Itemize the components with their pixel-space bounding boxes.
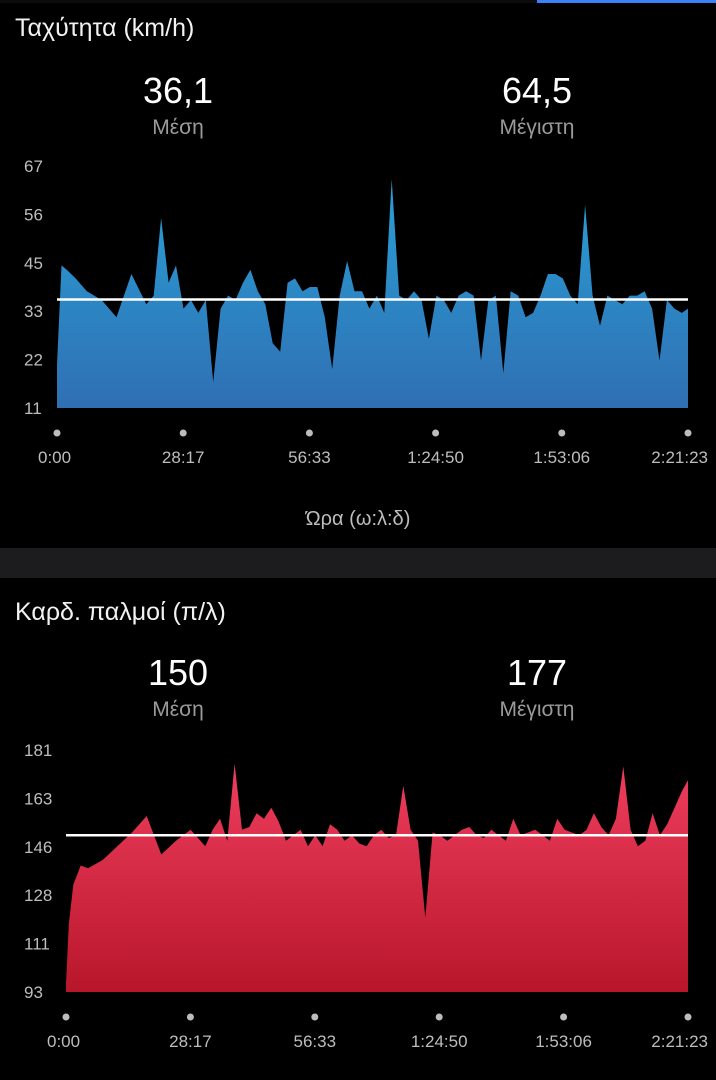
heart-rate-x-tick-label: 1:53:06 — [535, 1032, 592, 1051]
speed-x-tick-label: 2:21:23 — [651, 448, 708, 467]
heart-rate-max-label: Μέγιστη — [499, 698, 575, 721]
speed-x-tick-label: 56:33 — [288, 448, 331, 467]
speed-x-tick-dot — [684, 429, 692, 437]
speed-y-tick-label: 45 — [24, 254, 43, 273]
speed-x-tick-dot — [179, 429, 187, 437]
heart-rate-y-tick-label: 128 — [24, 886, 52, 905]
heart-rate-y-tick-label: 181 — [24, 741, 52, 760]
heart-rate-chart: 93 111 128 146 163 181 0:00 28:17 56:33 1:24:50 1:… — [24, 741, 708, 1051]
heart-rate-average-label: Μέση — [152, 698, 204, 721]
heart-rate-x-tick-dot — [62, 1013, 70, 1021]
speed-x-tick-dot — [558, 429, 566, 437]
speed-x-tick-dot — [53, 429, 61, 437]
heart-rate-title: Καρδ. παλμοί (π/λ) — [15, 598, 226, 626]
heart-rate-x-tick-label: 0:00 — [47, 1032, 80, 1051]
speed-y-tick-label: 67 — [24, 157, 43, 176]
heart-rate-x-tick-dot — [311, 1013, 319, 1021]
top-tab-indicator — [537, 0, 716, 3]
speed-y-tick-label: 22 — [24, 351, 43, 370]
heart-rate-x-tick-label: 56:33 — [294, 1032, 337, 1051]
heart-rate-panel: Καρδ. παλμοί (π/λ) 150 Μέση 177 Μέγιστη … — [0, 578, 716, 1080]
heart-rate-y-tick-label: 163 — [24, 789, 52, 808]
speed-average-value: 36,1 — [142, 70, 214, 111]
section-separator — [0, 548, 716, 578]
speed-area-series — [57, 179, 688, 408]
speed-max-value: 64,5 — [501, 70, 573, 111]
heart-rate-x-tick-label: 1:24:50 — [411, 1032, 468, 1051]
speed-x-tick-label: 1:24:50 — [407, 448, 464, 467]
speed-x-tick-dot — [305, 429, 313, 437]
heart-rate-y-tick-label: 111 — [24, 935, 50, 954]
speed-x-tick-label: 28:17 — [162, 448, 205, 467]
heart-rate-x-tick-label: 2:21:23 — [651, 1032, 708, 1051]
top-tab-indicator-track — [0, 0, 716, 3]
heart-rate-y-tick-label: 146 — [24, 838, 52, 857]
speed-x-axis-label: Ώρα (ω:λ:δ) — [305, 508, 411, 530]
speed-panel: Ταχύτητα (km/h) 36,1 Μέση 64,5 Μέγιστη 1… — [15, 14, 708, 530]
speed-x-tick-label: 1:53:06 — [533, 448, 590, 467]
speed-y-tick-label: 33 — [24, 302, 43, 321]
heart-rate-x-tick-dot — [186, 1013, 194, 1021]
heart-rate-y-tick-label: 93 — [24, 983, 43, 1002]
speed-x-tick-dot — [432, 429, 440, 437]
heart-rate-max-value: 177 — [506, 652, 568, 693]
heart-rate-x-tick-label: 28:17 — [169, 1032, 212, 1051]
speed-y-tick-label: 11 — [24, 399, 42, 418]
heart-rate-x-tick-dot — [684, 1013, 692, 1021]
speed-y-tick-label: 56 — [24, 205, 43, 224]
speed-chart: 11 22 33 45 56 67 0:00 28:17 56:33 1:24:50 1:53:06… — [24, 157, 708, 467]
speed-title: Ταχύτητα (km/h) — [15, 14, 195, 42]
heart-rate-x-tick-dot — [435, 1013, 443, 1021]
speed-x-tick-label: 0:00 — [38, 448, 71, 467]
speed-average-label: Μέση — [152, 116, 204, 139]
heart-rate-area-series — [66, 763, 688, 992]
heart-rate-x-tick-dot — [560, 1013, 568, 1021]
heart-rate-average-value: 150 — [147, 652, 209, 693]
speed-max-label: Μέγιστη — [499, 116, 575, 139]
